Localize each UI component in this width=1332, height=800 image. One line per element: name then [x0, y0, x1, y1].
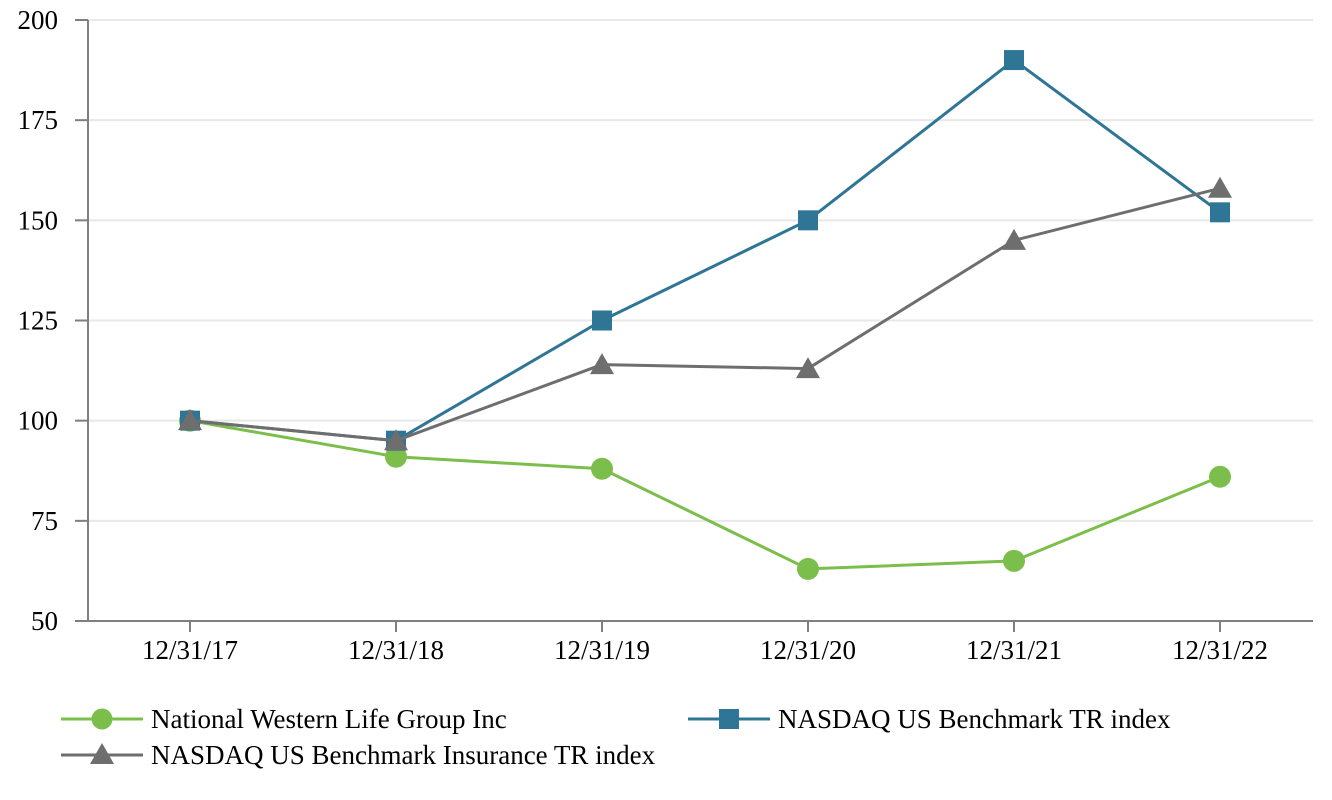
marker-square-nasdaq-us-benchmark-tr-index	[1004, 50, 1024, 71]
legend-item-nasdaq-us-benchmark-tr-index: NASDAQ US Benchmark TR index	[687, 705, 1332, 733]
series-line-national-western-life-group-inc	[189, 419, 1221, 571]
y-tick-label: 100	[18, 406, 59, 436]
legend-circle-icon	[61, 708, 143, 730]
legend-triangle-icon	[61, 743, 143, 764]
y-tick-label: 125	[18, 306, 59, 336]
y-tick-label: 175	[18, 105, 59, 135]
series-line-nasdaq-us-benchmark-tr-index	[189, 58, 1221, 443]
legend-square-icon	[688, 709, 770, 729]
marker-circle-national-western-life-group-inc	[1003, 549, 1025, 572]
y-tick-label: 150	[18, 205, 59, 235]
legend-item-national-western-life-group-inc: National Western Life Group Inc	[60, 705, 687, 733]
x-tick-label: 12/31/17	[142, 635, 238, 665]
x-tick-label: 12/31/22	[1172, 635, 1268, 665]
legend-item-nasdaq-us-benchmark-insurance-tr-index: NASDAQ US Benchmark Insurance TR index	[60, 741, 687, 769]
marker-triangle-nasdaq-us-benchmark-insurance-tr-index	[178, 409, 202, 431]
legend-label-national-western-life-group-inc: National Western Life Group Inc	[151, 703, 507, 734]
y-tick-label: 75	[31, 506, 58, 536]
marker-circle-national-western-life-group-inc	[591, 457, 613, 480]
marker-circle-national-western-life-group-inc	[1209, 465, 1231, 488]
x-tick-label: 12/31/19	[554, 635, 650, 665]
legend-label-nasdaq-us-benchmark-insurance-tr-index: NASDAQ US Benchmark Insurance TR index	[151, 739, 656, 770]
marker-square-nasdaq-us-benchmark-tr-index	[1210, 202, 1230, 223]
y-tick-label: 50	[31, 606, 58, 636]
marker-square-nasdaq-us-benchmark-tr-index	[592, 310, 612, 331]
marker-triangle-nasdaq-us-benchmark-insurance-tr-index	[796, 357, 820, 379]
marker-circle-national-western-life-group-inc	[385, 445, 407, 468]
plot-area: 50 75 100 125 150 175 200 12/31/17 12/31/18 12/31…	[18, 5, 1313, 665]
x-tick-label: 12/31/21	[966, 635, 1062, 665]
marker-triangle-nasdaq-us-benchmark-insurance-tr-index	[590, 353, 614, 375]
y-tick-label: 200	[18, 5, 59, 35]
marker-triangle-nasdaq-us-benchmark-insurance-tr-index	[384, 429, 408, 451]
x-tick-label: 12/31/20	[760, 635, 856, 665]
marker-circle-national-western-life-group-inc	[797, 557, 819, 580]
legend-label-nasdaq-us-benchmark-tr-index: NASDAQ US Benchmark TR index	[778, 703, 1171, 734]
marker-triangle-nasdaq-us-benchmark-insurance-tr-index	[1002, 228, 1026, 250]
marker-triangle-nasdaq-us-benchmark-insurance-tr-index	[1208, 176, 1232, 198]
x-tick-label: 12/31/18	[348, 635, 444, 665]
series-line-nasdaq-us-benchmark-insurance-tr-index	[189, 186, 1221, 443]
marker-square-nasdaq-us-benchmark-tr-index	[798, 210, 818, 231]
chart-legend: National Western Life Group Inc NASDAQ US…	[0, 701, 1332, 773]
